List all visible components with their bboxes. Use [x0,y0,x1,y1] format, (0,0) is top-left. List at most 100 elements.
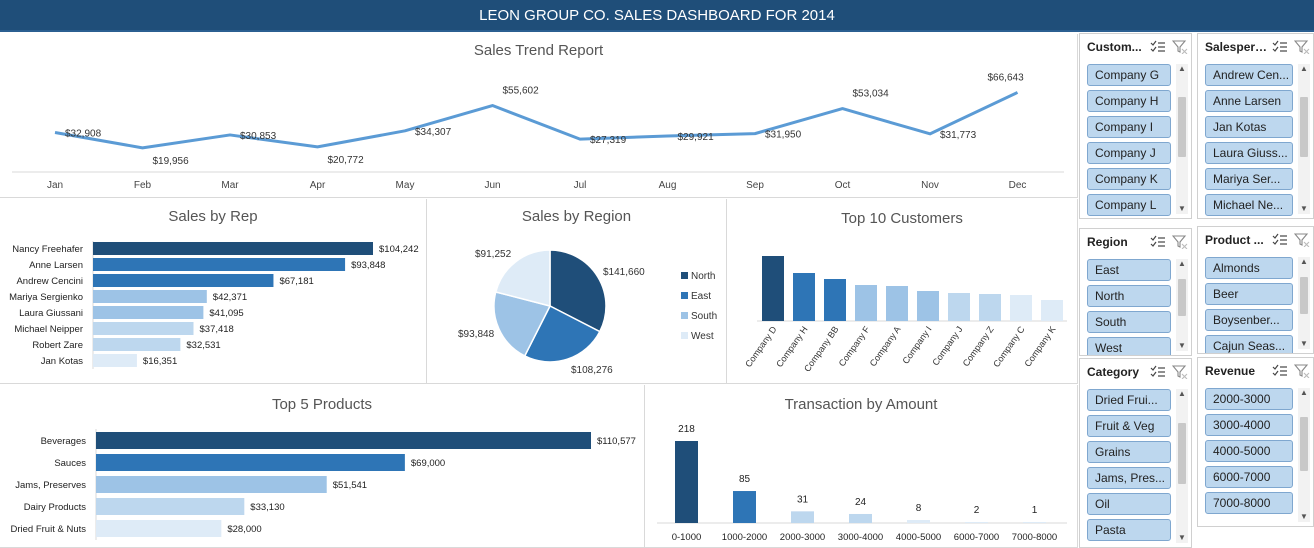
slicer-item[interactable]: Jan Kotas [1205,116,1293,138]
slicer-item[interactable]: Cajun Seas... [1205,335,1293,353]
customer-slicer-scrollbar[interactable]: ▲ ▼ [1176,64,1188,214]
slicer-item[interactable]: West [1087,337,1171,355]
region-slice [493,291,552,357]
category-slicer-scrollbar[interactable]: ▲ ▼ [1176,389,1188,543]
clear-filter-icon[interactable] [1291,233,1313,247]
clear-filter-icon[interactable] [1169,40,1191,54]
revenue-slicer-scrollbar[interactable]: ▲ ▼ [1298,388,1310,522]
slicer-item[interactable]: Grains [1087,441,1171,463]
region-legend-swatch [681,292,688,299]
slicer-item[interactable]: Company G [1087,64,1171,86]
region-legend-swatch [681,332,688,339]
trend-data-label: $34,307 [415,127,452,138]
slicer-item[interactable]: 3000-4000 [1205,414,1293,436]
product-slicer-scrollbar[interactable]: ▲ ▼ [1298,257,1310,349]
slicer-item[interactable]: Dried Frui... [1087,389,1171,411]
scroll-thumb[interactable] [1178,422,1186,485]
region-slicer-scrollbar[interactable]: ▲ ▼ [1176,259,1188,351]
scroll-thumb[interactable] [1178,279,1186,317]
region-slicer[interactable]: Region East North South West ▲ ▼ [1079,228,1192,356]
scroll-down-icon[interactable]: ▼ [1300,339,1308,348]
transaction-x-label: 0-1000 [672,532,702,543]
transaction-bar [907,519,930,523]
category-slicer-title: Category [1087,365,1140,379]
trend-x-tick: May [396,180,415,191]
sales-trend-title: Sales Trend Report [473,42,604,59]
sales-by-region-panel: Sales by Region $141,660 $108,276 $93,848 $… [427,199,727,384]
scroll-thumb[interactable] [1300,277,1308,315]
scroll-up-icon[interactable]: ▲ [1300,64,1308,73]
clear-filter-icon[interactable] [1169,235,1191,249]
slicer-item[interactable]: Company I [1087,116,1171,138]
scroll-up-icon[interactable]: ▲ [1178,389,1186,398]
multi-select-icon[interactable] [1147,365,1169,379]
slicer-item[interactable]: 6000-7000 [1205,466,1293,488]
scroll-up-icon[interactable]: ▲ [1300,388,1308,397]
scroll-down-icon[interactable]: ▼ [1178,204,1186,213]
slicer-item[interactable]: 2000-3000 [1205,388,1293,410]
slicer-item[interactable]: Beer [1205,283,1293,305]
slicer-item[interactable]: Laura Giuss... [1205,142,1293,164]
multi-select-icon[interactable] [1147,40,1169,54]
clear-filter-icon[interactable] [1291,40,1313,54]
top-customers-panel: Top 10 Customers Company D Company H Compa… [727,199,1078,384]
slicer-item[interactable]: Mariya Ser... [1205,168,1293,190]
slicer-item[interactable]: 7000-8000 [1205,492,1293,514]
clear-filter-icon[interactable] [1169,365,1191,379]
revenue-slicer[interactable]: Revenue 2000-3000 3000-4000 4000-5000 6000-7… [1197,357,1314,527]
slicer-item[interactable]: Michael Ne... [1205,194,1293,216]
scroll-thumb[interactable] [1300,97,1308,157]
multi-select-icon[interactable] [1269,233,1291,247]
clear-filter-icon[interactable] [1291,364,1313,378]
scroll-down-icon[interactable]: ▼ [1178,341,1186,350]
slicer-item[interactable]: Company H [1087,90,1171,112]
rep-value-label: $104,242 [379,244,419,255]
trend-x-tick: Nov [921,180,939,191]
scroll-down-icon[interactable]: ▼ [1300,512,1308,521]
slicer-item[interactable]: Company K [1087,168,1171,190]
slicer-item[interactable]: East [1087,259,1171,281]
slicer-item[interactable]: Anne Larsen [1205,90,1293,112]
scroll-down-icon[interactable]: ▼ [1178,533,1186,542]
rep-bar [93,258,346,271]
transaction-panel: Transaction by Amount 218 0-1000 85 1000-20… [645,385,1078,548]
transaction-bar [675,441,698,523]
multi-select-icon[interactable] [1147,235,1169,249]
salesperson-slicer[interactable]: Salespers... Andrew Cen... Anne Larsen Jan … [1197,33,1314,219]
scroll-thumb[interactable] [1178,97,1186,157]
trend-data-label: $31,773 [940,130,977,141]
slicer-item[interactable]: Boysenber... [1205,309,1293,331]
scroll-thumb[interactable] [1300,417,1308,472]
slicer-item[interactable]: Company L [1087,194,1171,216]
slicer-item[interactable]: 4000-5000 [1205,440,1293,462]
customer-bar [979,294,1001,321]
scroll-down-icon[interactable]: ▼ [1300,204,1308,213]
customer-x-label: Company D [743,324,779,369]
slicer-item[interactable]: Andrew Cen... [1205,64,1293,86]
multi-select-icon[interactable] [1269,364,1291,378]
rep-label: Mariya Sergienko [9,292,83,303]
slicer-item[interactable]: Fruit & Veg [1087,415,1171,437]
slicer-item[interactable]: Pasta [1087,519,1171,541]
top-products-panel: Top 5 Products Beverages $110,577 Sauces $6… [0,385,645,548]
slicer-item[interactable]: Oil [1087,493,1171,515]
customer-slicer[interactable]: Custom... Company G Company H Company I Comp… [1079,33,1192,219]
rep-label: Anne Larsen [29,260,83,271]
product-slicer[interactable]: Product ... Almonds Beer Boysenber... Cajun … [1197,226,1314,354]
slicer-item[interactable]: Almonds [1205,257,1293,279]
category-slicer[interactable]: Category Dried Frui... Fruit & Veg Grains Ja… [1079,358,1192,548]
scroll-up-icon[interactable]: ▲ [1178,64,1186,73]
slicer-item[interactable]: North [1087,285,1171,307]
rep-value-label: $37,418 [200,324,234,335]
slicer-item[interactable]: South [1087,311,1171,333]
scroll-up-icon[interactable]: ▲ [1178,259,1186,268]
scroll-up-icon[interactable]: ▲ [1300,257,1308,266]
salesperson-slicer-scrollbar[interactable]: ▲ ▼ [1298,64,1310,214]
product-bar [96,432,591,449]
slicer-item[interactable]: Jams, Pres... [1087,467,1171,489]
slicer-item[interactable]: Company J [1087,142,1171,164]
customer-bar [948,293,970,321]
transaction-x-label: 7000-8000 [1012,532,1057,543]
region-slice [494,249,551,307]
multi-select-icon[interactable] [1269,40,1291,54]
